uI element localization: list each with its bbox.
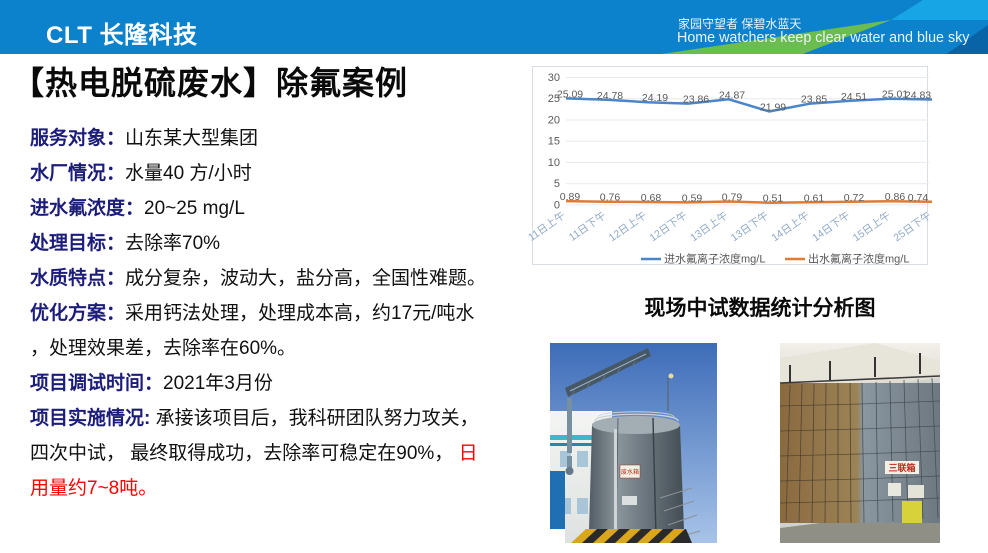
svg-text:25日下午: 25日下午 bbox=[891, 209, 934, 244]
svg-text:30: 30 bbox=[548, 72, 560, 84]
svg-text:15: 15 bbox=[548, 136, 560, 148]
svg-text:14日下午: 14日下午 bbox=[810, 209, 853, 244]
svg-text:0.51: 0.51 bbox=[763, 193, 784, 205]
svg-text:0.59: 0.59 bbox=[682, 192, 703, 204]
svg-text:20: 20 bbox=[548, 115, 560, 127]
svg-text:14日上午: 14日上午 bbox=[769, 209, 812, 244]
svg-text:出水氟离子浓度mg/L: 出水氟离子浓度mg/L bbox=[808, 252, 909, 266]
svg-text:11日下午: 11日下午 bbox=[566, 209, 608, 244]
svg-text:23.86: 23.86 bbox=[683, 94, 709, 106]
svg-text:21.99: 21.99 bbox=[760, 102, 786, 114]
svg-text:0.72: 0.72 bbox=[844, 192, 865, 204]
svg-text:24.19: 24.19 bbox=[642, 92, 668, 104]
svg-text:三联箱: 三联箱 bbox=[888, 462, 915, 473]
svg-text:0.74: 0.74 bbox=[908, 192, 929, 204]
svg-text:23.85: 23.85 bbox=[801, 94, 827, 106]
svg-text:废水箱: 废水箱 bbox=[621, 468, 639, 476]
svg-text:24.83: 24.83 bbox=[905, 90, 931, 102]
svg-text:11日上午: 11日上午 bbox=[526, 209, 568, 244]
svg-text:13日下午: 13日下午 bbox=[728, 209, 771, 244]
svg-text:0.61: 0.61 bbox=[804, 192, 825, 204]
svg-text:5: 5 bbox=[554, 178, 560, 190]
svg-text:13日上午: 13日上午 bbox=[688, 209, 731, 244]
svg-text:24.78: 24.78 bbox=[597, 90, 623, 102]
svg-text:24.87: 24.87 bbox=[719, 89, 745, 101]
svg-text:0.76: 0.76 bbox=[600, 192, 621, 204]
svg-text:0.86: 0.86 bbox=[885, 191, 906, 203]
svg-text:12日下午: 12日下午 bbox=[647, 209, 690, 244]
svg-text:12日上午: 12日上午 bbox=[606, 209, 649, 244]
svg-text:15日上午: 15日上午 bbox=[850, 209, 893, 244]
svg-text:进水氟离子浓度mg/L: 进水氟离子浓度mg/L bbox=[664, 252, 765, 266]
svg-text:24.51: 24.51 bbox=[841, 91, 867, 103]
svg-text:25.09: 25.09 bbox=[557, 89, 583, 101]
svg-text:0.89: 0.89 bbox=[560, 191, 581, 203]
svg-text:10: 10 bbox=[548, 157, 560, 169]
svg-text:0.79: 0.79 bbox=[722, 192, 743, 204]
svg-text:0.68: 0.68 bbox=[641, 192, 662, 204]
